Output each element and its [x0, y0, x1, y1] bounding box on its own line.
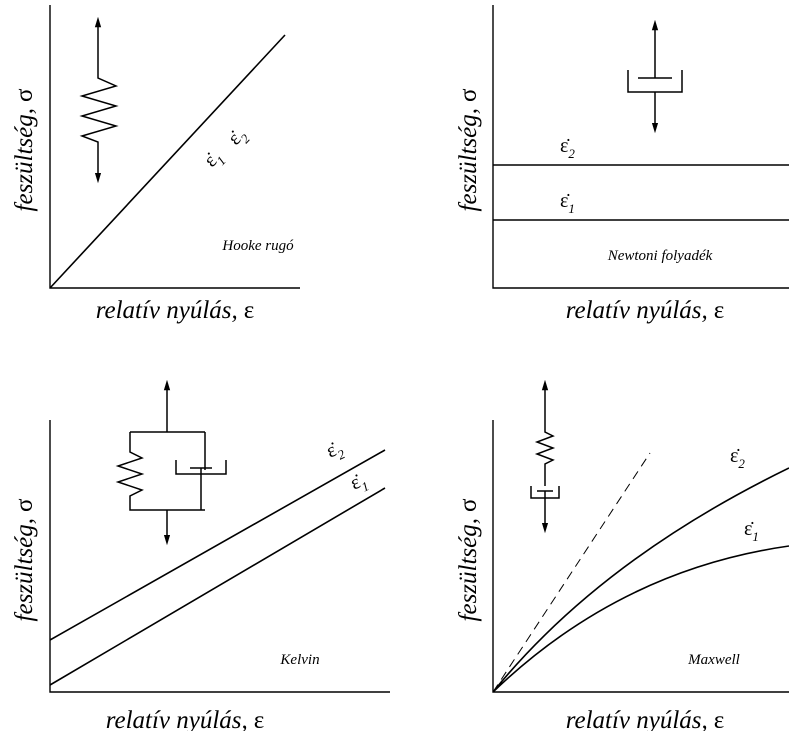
y-axis-label: feszültség, σ [11, 498, 38, 621]
spring-icon [79, 16, 119, 184]
text-part: ε [254, 707, 265, 731]
axes [492, 5, 789, 289]
x-axis-label: relatív nyúlás, ε [106, 707, 265, 731]
rate-label: ε̇2 [323, 436, 348, 466]
text-part: 1 [568, 201, 575, 216]
text-part: ε [714, 297, 725, 324]
text-part: relatív nyúlás, [566, 707, 708, 731]
hooke-panel [49, 5, 300, 289]
maxwell-panel [492, 379, 789, 693]
text-part: ε̇ [560, 135, 570, 157]
text-part: feszültség, [11, 518, 38, 621]
text-part: ε̇ [744, 518, 754, 540]
text-part: 1 [752, 529, 759, 544]
x-axis-label: relatív nyúlás, ε [96, 297, 255, 324]
text-part: relatív nyúlás, [106, 707, 248, 731]
text-part: feszültség, [455, 518, 482, 621]
rate-label: ε̇2 [560, 135, 575, 161]
curve [49, 449, 386, 686]
x-axis-label: relatív nyúlás, ε [566, 707, 725, 731]
panel-name: Hooke rugó [221, 238, 294, 254]
kelvin-icon [115, 379, 227, 546]
text-part: ε [244, 297, 255, 324]
x-axis-label: relatív nyúlás, ε [566, 297, 725, 324]
newton-panel [492, 5, 789, 289]
dashed-line [492, 452, 651, 693]
curve [493, 164, 789, 221]
panel-name: Maxwell [687, 652, 740, 668]
y-axis-label: feszültség, σ [455, 498, 482, 621]
y-axis-label: feszültség, σ [455, 88, 482, 211]
axes [49, 420, 390, 693]
text-part: ε̇ [730, 445, 740, 467]
text-part: ε̇ [560, 190, 570, 212]
curve [492, 467, 789, 693]
text-part: 2 [738, 456, 745, 471]
y-axis-label: feszültség, σ [11, 88, 38, 211]
text-part: σ [455, 498, 482, 512]
maxwell-icon [530, 379, 560, 534]
text-part: feszültség, [11, 108, 38, 211]
panel-name: Newtoni folyadék [607, 248, 713, 264]
rate-label: ε̇2 [224, 123, 254, 152]
text-part: relatív nyúlás, [96, 297, 238, 324]
text-part: 2 [568, 146, 575, 161]
rate-label: ε̇1 [560, 190, 575, 216]
rate-label: ε̇1 [347, 468, 371, 498]
text-part: ε [714, 707, 725, 731]
rate-label: ε̇2 [730, 445, 745, 471]
panel-name: Kelvin [279, 652, 319, 668]
text-part: relatív nyúlás, [566, 297, 708, 324]
text-part: σ [455, 88, 482, 102]
dashpot-icon [627, 19, 683, 134]
curve [49, 34, 286, 289]
rate-label: ε̇1 [744, 518, 759, 544]
rate-label: ε̇1 [200, 146, 229, 175]
text-part: σ [11, 88, 38, 102]
text-part: σ [11, 498, 38, 512]
text-part: feszültség, [455, 108, 482, 211]
kelvin-panel [49, 379, 390, 693]
